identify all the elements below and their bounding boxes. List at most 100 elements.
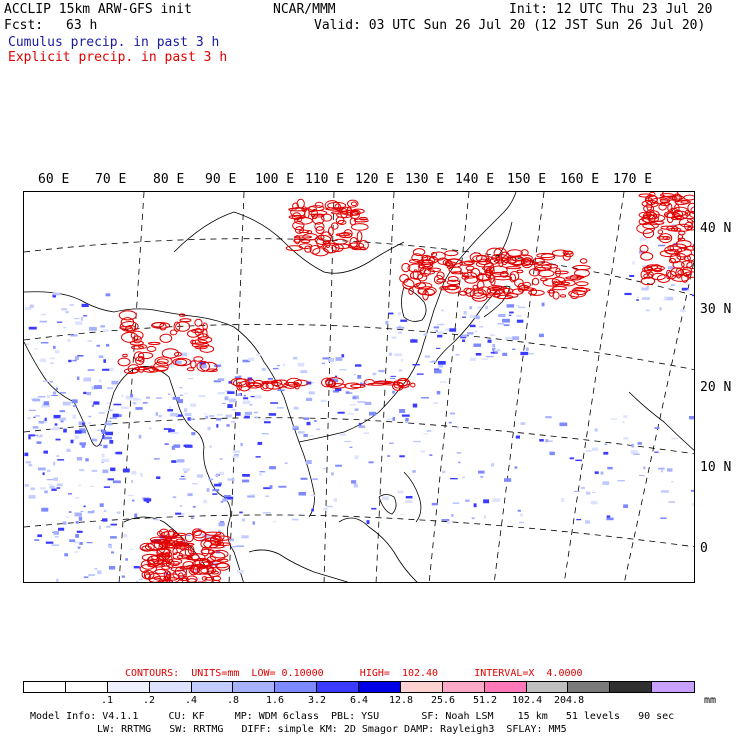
cumulus-precip-cell — [173, 444, 181, 448]
cumulus-precip-cell — [603, 451, 609, 455]
cumulus-precip-cell — [86, 392, 92, 396]
cumulus-precip-cell — [81, 303, 89, 308]
cumulus-precip-cell — [492, 344, 495, 348]
cumulus-precip-cell — [218, 471, 224, 475]
cumulus-precip-cell — [335, 464, 342, 467]
cumulus-precip-areas — [24, 224, 694, 582]
cumulus-precip-cell — [692, 294, 694, 297]
cumulus-precip-cell — [102, 469, 109, 474]
explicit-precip-contour — [159, 322, 167, 331]
cumulus-precip-cell — [448, 421, 452, 424]
cumulus-precip-cell — [28, 436, 31, 440]
cumulus-precip-cell — [278, 485, 287, 488]
cumulus-precip-cell — [107, 409, 113, 412]
cumulus-precip-cell — [421, 397, 430, 399]
cumulus-precip-cell — [462, 339, 466, 342]
cumulus-precip-cell — [125, 558, 128, 561]
cumulus-precip-cell — [144, 562, 148, 565]
explicit-precip-contour — [658, 233, 673, 244]
explicit-precip-contour — [174, 566, 188, 577]
cumulus-precip-cell — [231, 420, 235, 423]
cumulus-precip-cell — [412, 470, 416, 473]
cumulus-precip-cell — [60, 420, 64, 423]
cumulus-precip-cell — [38, 420, 45, 424]
explicit-precip-contour — [314, 234, 332, 245]
explicit-precip-contour — [477, 258, 491, 266]
cumulus-precip-cell — [349, 404, 357, 406]
cumulus-precip-cell — [420, 450, 425, 453]
cumulus-precip-cell — [255, 416, 259, 419]
cumulus-precip-cell — [405, 417, 409, 422]
cumulus-precip-cell — [292, 425, 298, 429]
cumulus-precip-cell — [101, 453, 105, 458]
explicit-precip-contour — [292, 221, 305, 231]
cumulus-precip-cell — [177, 459, 185, 463]
cumulus-precip-cell — [37, 436, 41, 438]
explicit-precip-contour — [131, 345, 145, 350]
cumulus-precip-cell — [105, 293, 111, 297]
explicit-precip-contour — [641, 199, 659, 208]
explicit-precip-contour — [156, 358, 169, 365]
cumulus-precip-cell — [326, 505, 333, 508]
explicit-precip-contour — [671, 274, 690, 282]
cumulus-precip-cell — [102, 518, 108, 522]
cumulus-precip-cell — [473, 503, 477, 508]
cumulus-precip-cell — [53, 477, 58, 481]
cumulus-precip-cell — [322, 468, 327, 470]
explicit-precip-contour — [514, 278, 524, 288]
cumulus-precip-cell — [692, 503, 694, 507]
cumulus-precip-cell — [277, 389, 285, 392]
explicit-precip-contour — [668, 257, 676, 264]
cumulus-precip-cell — [75, 534, 80, 538]
explicit-precip-contour — [157, 530, 163, 537]
explicit-precip-contour — [314, 201, 324, 209]
explicit-precip-contour — [172, 569, 187, 580]
cumulus-precip-cell — [169, 363, 174, 368]
cumulus-precip-cell — [423, 433, 428, 435]
cumulus-precip-cell — [196, 474, 204, 478]
explicit-precip-contour — [665, 212, 681, 219]
explicit-precip-contour — [512, 288, 524, 295]
cumulus-precip-cell — [180, 512, 185, 517]
graticule — [24, 192, 694, 582]
cumulus-precip-cell — [120, 406, 129, 410]
cumulus-precip-cell — [105, 431, 114, 436]
cumulus-precip-cell — [76, 376, 80, 380]
cumulus-precip-cell — [241, 518, 245, 522]
explicit-precip-contour — [236, 381, 243, 391]
cumulus-precip-cell — [585, 491, 591, 495]
cumulus-precip-cell — [461, 334, 468, 338]
cumulus-precip-cell — [321, 362, 325, 364]
cumulus-precip-cell — [469, 324, 476, 328]
cumulus-precip-cell — [300, 477, 308, 480]
cumulus-precip-cell — [25, 343, 30, 345]
cumulus-precip-cell — [180, 352, 188, 357]
cumulus-precip-cell — [131, 480, 134, 483]
cumulus-precip-cell — [471, 517, 475, 520]
cumulus-precip-cell — [140, 472, 143, 477]
cumulus-precip-cell — [399, 455, 405, 458]
legend-color-cell — [526, 682, 569, 692]
cumulus-precip-cell — [604, 443, 608, 445]
cumulus-precip-cell — [24, 307, 32, 310]
cumulus-precip-cell — [263, 421, 271, 424]
cumulus-precip-cell — [32, 426, 39, 429]
explicit-precip-contour — [674, 199, 689, 205]
explicit-precip-contour — [683, 255, 691, 262]
cumulus-precip-cell — [24, 452, 29, 457]
explicit-precip-contour — [642, 266, 653, 273]
cumulus-precip-cell — [602, 481, 610, 486]
cumulus-precip-cell — [61, 308, 67, 311]
cumulus-precip-cell — [175, 512, 182, 515]
cumulus-precip-cell — [470, 357, 476, 361]
cumulus-precip-cell — [53, 426, 60, 431]
legend-tick-label: 12.8 — [389, 695, 414, 706]
cumulus-precip-cell — [460, 336, 467, 339]
legend-tick-label: 204.8 — [554, 695, 585, 706]
cumulus-precip-cell — [108, 565, 116, 570]
cumulus-precip-cell — [91, 438, 98, 442]
cumulus-precip-cell — [50, 362, 54, 364]
cumulus-precip-cell — [306, 421, 311, 426]
cumulus-precip-cell — [40, 405, 48, 408]
explicit-precip-contour — [173, 321, 181, 332]
